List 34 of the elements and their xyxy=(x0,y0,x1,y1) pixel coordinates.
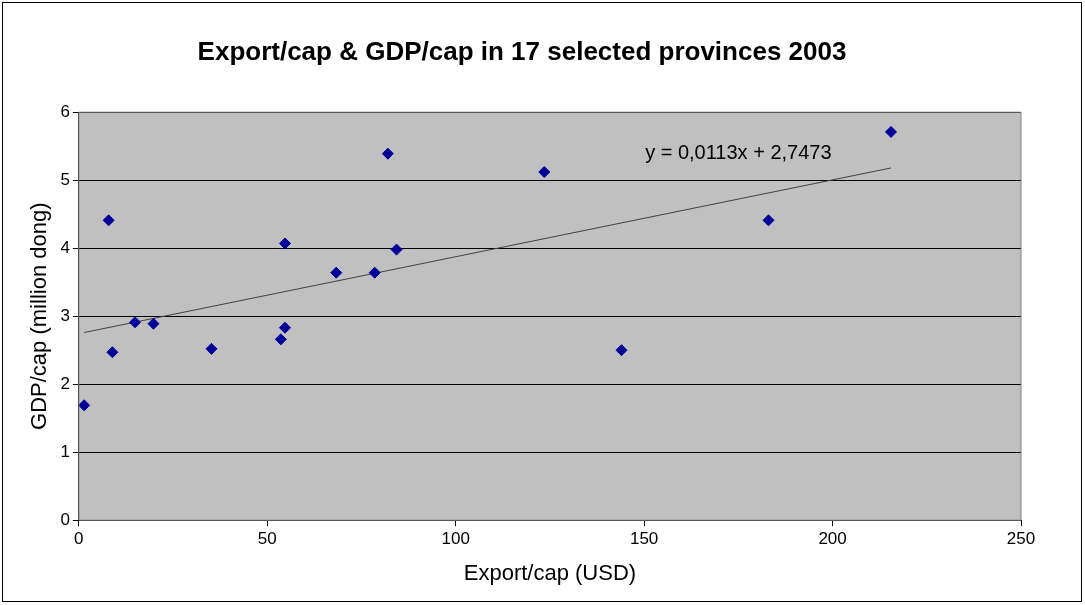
y-tick-label: 6 xyxy=(60,101,70,121)
chart-title: Export/cap & GDP/cap in 17 selected provinces 2003 xyxy=(197,35,847,66)
y-tick-label: 0 xyxy=(60,509,70,529)
x-tick-label: 0 xyxy=(74,529,84,549)
x-tick-label: 200 xyxy=(818,529,847,549)
point xyxy=(279,321,291,334)
x-tick-label: 250 xyxy=(1006,529,1036,549)
x-tick-label: 50 xyxy=(257,529,277,549)
point xyxy=(381,147,394,160)
point xyxy=(147,317,160,330)
y-tick-label: 5 xyxy=(60,169,70,189)
point xyxy=(615,344,628,357)
y-tick-label: 3 xyxy=(60,305,70,325)
point xyxy=(205,342,218,355)
point xyxy=(106,346,119,359)
y-tick-label: 4 xyxy=(60,237,70,257)
point xyxy=(884,125,897,138)
point xyxy=(102,214,115,227)
x-tick-label: 100 xyxy=(441,529,470,549)
x-axis-title: Export/cap (USD) xyxy=(463,559,637,585)
point xyxy=(279,237,291,250)
y-tick-label: 1 xyxy=(60,441,70,461)
point xyxy=(330,266,343,279)
point xyxy=(274,333,287,346)
point xyxy=(538,166,551,179)
x-tick-label: 150 xyxy=(629,529,659,549)
point xyxy=(368,266,381,279)
y-tick-label: 2 xyxy=(60,373,70,393)
annotation: y = 0,0113x + 2,7473 xyxy=(645,140,832,163)
point xyxy=(129,316,142,329)
y-axis-title: GDP/cap (million dong) xyxy=(26,202,52,430)
point xyxy=(390,243,403,256)
point xyxy=(762,214,775,227)
point xyxy=(78,399,91,412)
